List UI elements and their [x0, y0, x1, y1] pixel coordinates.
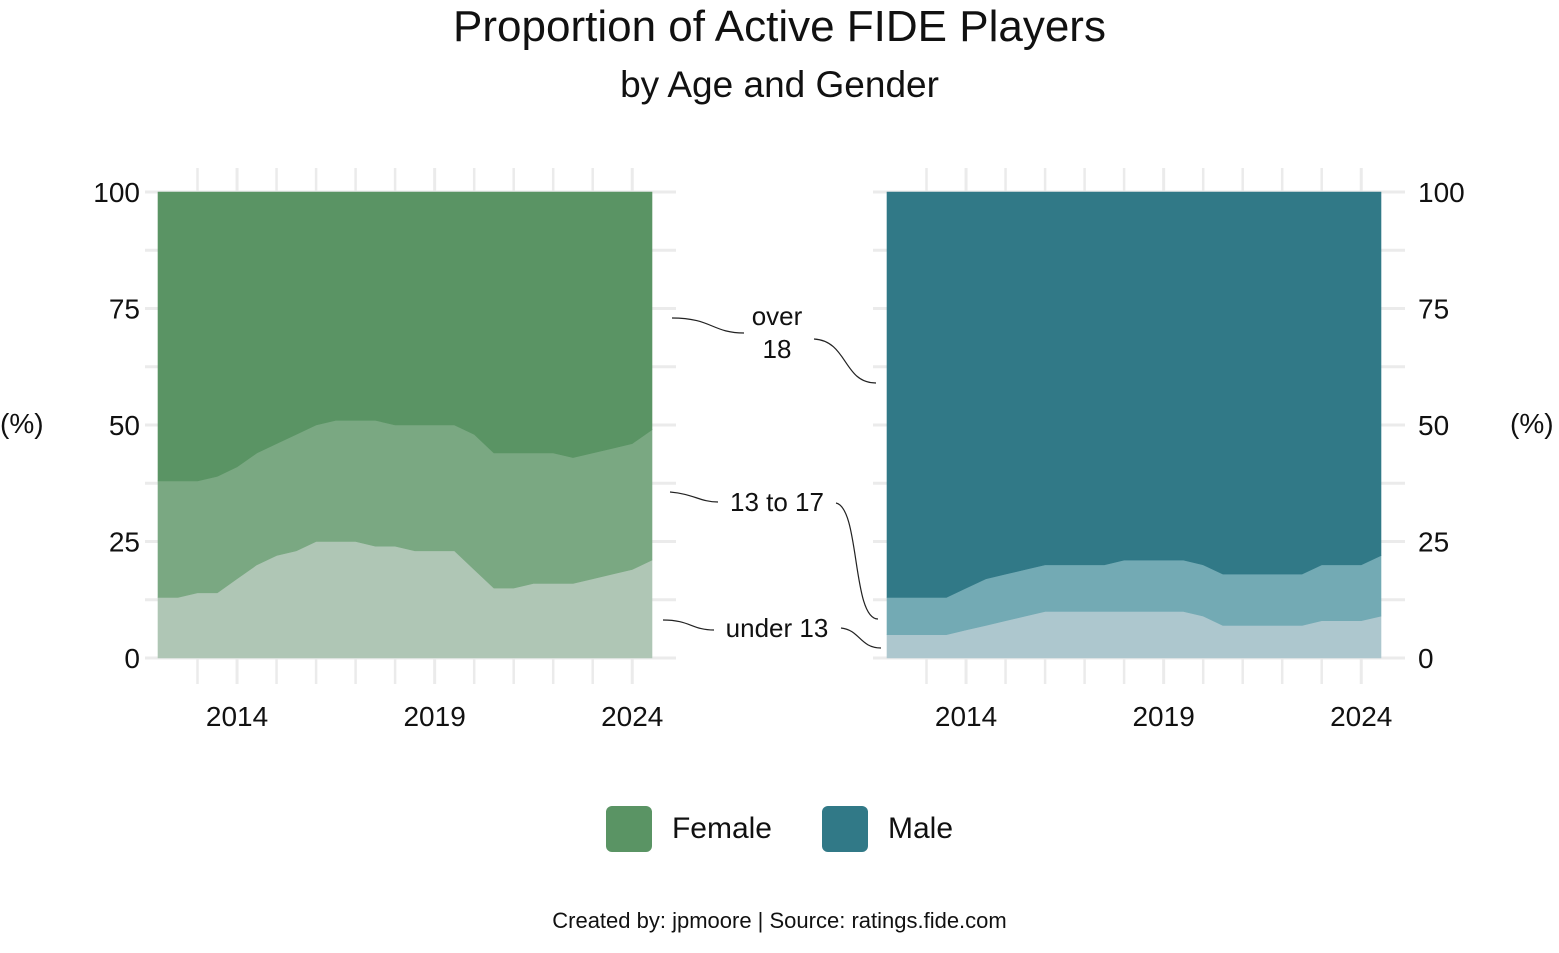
y-tick-label: 50 [1418, 410, 1449, 441]
y-tick-label: 75 [1418, 294, 1449, 325]
y-tick-label: 0 [124, 643, 140, 674]
annotation-connector [671, 317, 745, 334]
annotation-over-18-line2: 18 [763, 334, 792, 364]
y-tick-label: 25 [109, 527, 140, 558]
area-male-over-18 [886, 191, 1382, 598]
legend-swatch-female [605, 806, 652, 852]
x-tick-label: 2019 [1132, 701, 1194, 732]
annotation-connector [835, 502, 879, 620]
x-tick-label: 2014 [206, 701, 268, 732]
x-tick-label: 2024 [601, 701, 663, 732]
annotation-connector [669, 491, 719, 503]
annotation-under-13: under 13 [726, 613, 829, 643]
y-tick-label: 75 [109, 294, 140, 325]
caption: Created by: jpmoore | Source: ratings.fi… [552, 908, 1007, 933]
chart-svg: 0 25 50 75 100 2014 2019 2024 0 25 50 75 100 2014 2019… [93, 168, 1465, 732]
annotation-connector [813, 338, 877, 384]
y-axis-label-right: (%) [1510, 408, 1554, 439]
panel-female: 0 25 50 75 100 2014 2019 2024 [93, 168, 676, 732]
annotation-connector [662, 619, 715, 631]
legend-item-male: Male [822, 806, 953, 852]
y-tick-label: 50 [109, 410, 140, 441]
y-tick-label: 0 [1418, 643, 1434, 674]
x-tick-label: 2014 [935, 701, 997, 732]
legend-item-female: Female [605, 806, 772, 852]
legend-label-male: Male [888, 812, 954, 845]
legend-label-female: Female [671, 812, 772, 845]
area-female-over-18 [157, 191, 653, 482]
annotation-connector [840, 627, 882, 649]
legend: Female Male [0, 806, 1559, 852]
annotation-over-18-line1: over [752, 301, 803, 331]
annotation-13-to-17: 13 to 17 [730, 487, 824, 517]
y-tick-label: 100 [1418, 177, 1465, 208]
y-tick-label: 100 [93, 177, 140, 208]
y-tick-label: 25 [1418, 527, 1449, 558]
x-tick-label: 2019 [403, 701, 465, 732]
x-tick-label: 2024 [1330, 701, 1392, 732]
y-axis-label-left: (%) [0, 408, 44, 439]
legend-swatch-male [822, 806, 868, 852]
panel-male: 0 25 50 75 100 2014 2019 2024 [873, 168, 1465, 732]
chart-title: Proportion of Active FIDE Players [453, 2, 1106, 51]
chart-subtitle: by Age and Gender [620, 64, 939, 105]
